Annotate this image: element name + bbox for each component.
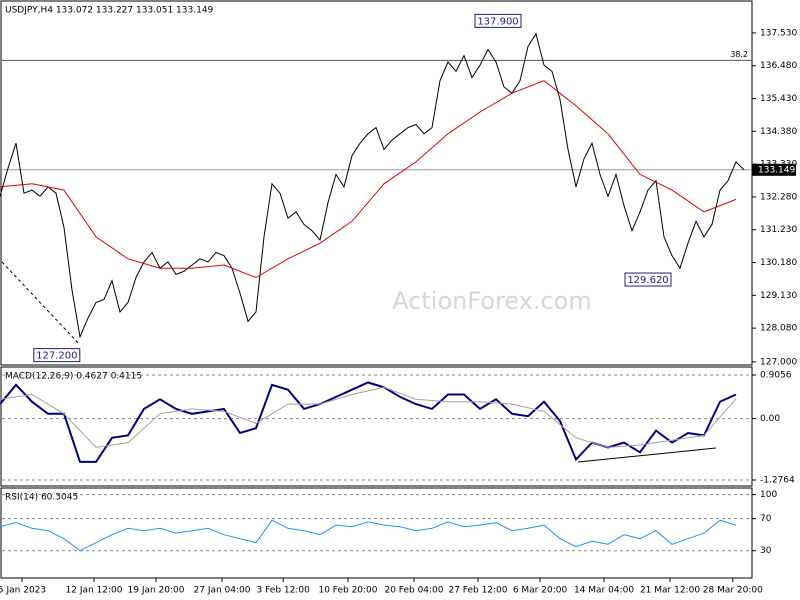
x-tick-label: 21 Mar 12:00 — [640, 586, 700, 596]
y-tick-label: 129.130 — [760, 291, 797, 301]
rsi-title: RSI(14) 60.3045 — [5, 493, 78, 503]
annotation-box — [624, 272, 672, 287]
x-tick-label: 27 Jan 04:00 — [194, 586, 251, 596]
y-tick-label: 128.080 — [760, 324, 797, 334]
price-box — [752, 163, 796, 176]
x-tick-label: 28 Mar 20:00 — [703, 586, 763, 596]
chart-title: USDJPY,H4 133.072 133.227 133.051 133.14… — [5, 6, 214, 16]
y-tick-label: 137.530 — [760, 28, 797, 38]
annotation-label: 129.620 — [627, 275, 668, 286]
y-tick-label: 136.480 — [760, 61, 797, 71]
annotation-box — [474, 13, 522, 28]
x-tick-label: 20 Feb 04:00 — [384, 586, 443, 596]
price-panel — [0, 0, 753, 366]
x-tick-label: 5 Jan 2023 — [0, 586, 46, 596]
y-tick-label: 127.000 — [760, 357, 797, 367]
y-tick-label: 70 — [760, 514, 772, 524]
y-tick-label: -1.2764 — [760, 475, 795, 485]
y-tick-label: 135.430 — [760, 94, 797, 104]
x-tick-label: 6 Mar 20:00 — [513, 586, 568, 596]
series-line — [0, 80, 737, 279]
y-tick-label: 0.00 — [760, 414, 780, 424]
x-tick-label: 27 Feb 12:00 — [448, 586, 507, 596]
macd-panel — [0, 366, 753, 487]
price-label: 133.149 — [758, 165, 795, 175]
annotation-label: 137.900 — [477, 16, 518, 27]
annotation-label: 127.200 — [36, 351, 77, 362]
x-tick-label: 14 Mar 04:00 — [574, 586, 634, 596]
x-tick-label: 10 Feb 20:00 — [318, 586, 377, 596]
y-tick-label: 30 — [760, 546, 772, 556]
y-tick-label: 100 — [760, 490, 777, 500]
series-line — [0, 381, 737, 463]
macd-title: MACD(12,26,9) 0.4627 0.4115 — [5, 372, 142, 382]
watermark: ActionForex.com — [392, 287, 592, 315]
y-tick-label: 0.9056 — [760, 370, 792, 380]
y-tick-label: 131.230 — [760, 225, 797, 235]
rsi-panel — [0, 487, 753, 579]
y-tick-label: 134.380 — [760, 127, 797, 137]
x-tick-label: 19 Jan 20:00 — [128, 586, 185, 596]
series-line — [0, 519, 737, 552]
x-tick-label: 12 Jan 12:00 — [66, 586, 123, 596]
series-line — [0, 386, 737, 448]
y-tick-label: 130.180 — [760, 258, 797, 268]
series-line — [0, 32, 745, 339]
trend-line — [1, 261, 81, 346]
y-tick-label: 132.280 — [760, 192, 797, 202]
annotation-box — [33, 348, 81, 363]
level-label: 38.2 — [730, 50, 748, 59]
divergence-line — [577, 447, 717, 463]
x-tick-label: 3 Feb 12:00 — [257, 586, 311, 596]
